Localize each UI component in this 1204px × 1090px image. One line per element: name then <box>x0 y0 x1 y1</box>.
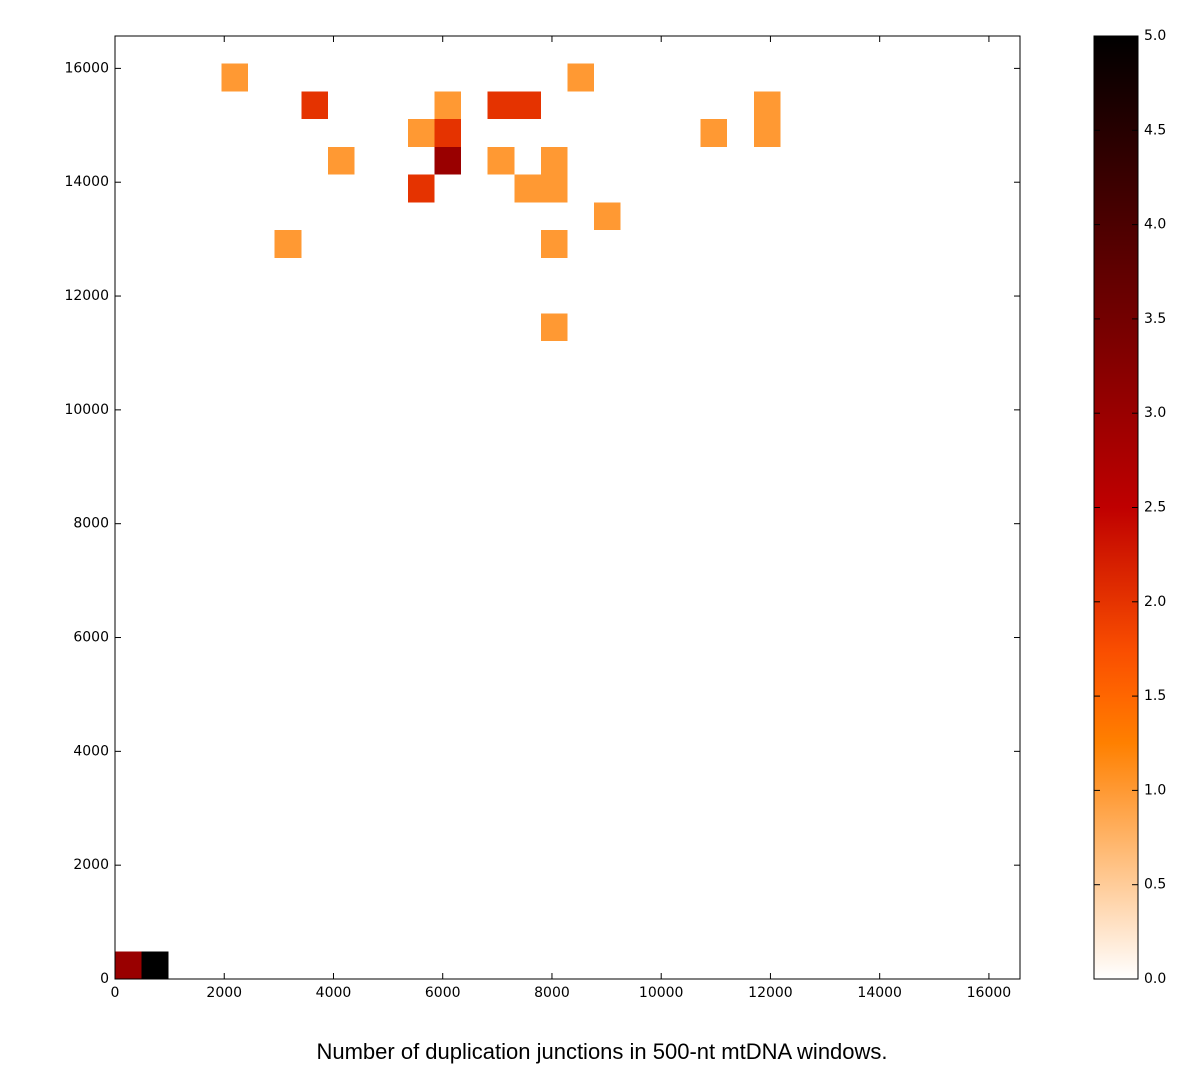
x-tick-label: 2000 <box>206 985 242 1001</box>
heat-cell <box>753 91 781 120</box>
heat-cell <box>594 202 621 231</box>
x-tick-label: 4000 <box>316 985 352 1001</box>
heat-cell <box>700 119 728 147</box>
colorbar-tick-label: 2.0 <box>1144 594 1166 610</box>
x-tick-label: 8000 <box>534 985 570 1001</box>
y-tick-label: 4000 <box>73 743 109 759</box>
heat-cell <box>753 119 781 147</box>
x-tick-label: 12000 <box>748 985 793 1001</box>
heat-cell <box>115 951 142 979</box>
colorbar-tick-label: 3.0 <box>1144 405 1166 421</box>
heat-cell <box>407 119 435 147</box>
heat-cell <box>407 174 435 203</box>
colorbar-tick-label: 1.5 <box>1144 688 1166 704</box>
colorbar-tick-label: 1.0 <box>1144 782 1166 798</box>
heat-cell <box>540 146 568 175</box>
x-tick-label: 10000 <box>639 985 684 1001</box>
plot-frame <box>114 35 1021 980</box>
heat-cell <box>540 174 568 203</box>
heat-cell <box>327 146 355 175</box>
heat-cell <box>514 174 541 203</box>
colorbar-tick-label: 4.0 <box>1144 217 1166 233</box>
heat-cell <box>434 146 462 175</box>
y-tick-label: 10000 <box>64 402 109 418</box>
y-tick-label: 0 <box>100 971 109 987</box>
y-tick-label: 2000 <box>73 857 109 873</box>
colorbar-tick-label: 0.5 <box>1144 877 1166 893</box>
x-tick-label: 0 <box>111 985 120 1001</box>
y-tick-label: 14000 <box>64 174 109 190</box>
x-tick-label: 6000 <box>425 985 461 1001</box>
x-tick-label: 16000 <box>967 985 1012 1001</box>
heat-cell <box>301 91 328 120</box>
heat-cell <box>540 313 568 342</box>
y-tick-label: 16000 <box>64 60 109 76</box>
heat-cell <box>221 63 249 92</box>
colorbar-tick-label: 2.5 <box>1144 500 1166 516</box>
colorbar <box>1093 35 1139 980</box>
colorbar-tick-label: 0.0 <box>1144 971 1166 987</box>
heat-cell <box>274 230 302 258</box>
heat-cell <box>514 91 541 120</box>
x-tick-label: 14000 <box>857 985 902 1001</box>
heat-cell <box>487 91 515 120</box>
y-tick-label: 12000 <box>64 288 109 304</box>
heat-cell <box>141 951 169 979</box>
heat-cell <box>567 63 595 92</box>
caption: Number of duplication junctions in 500-n… <box>316 1039 887 1064</box>
heat-cell <box>487 146 515 175</box>
y-tick-label: 8000 <box>73 516 109 532</box>
heat-cell <box>434 91 462 120</box>
heat-cell <box>540 230 568 258</box>
colorbar-tick-label: 4.5 <box>1144 122 1166 138</box>
colorbar-tick-label: 3.5 <box>1144 311 1166 327</box>
heat-cell <box>434 119 462 147</box>
y-tick-label: 6000 <box>73 630 109 646</box>
colorbar-tick-label: 5.0 <box>1144 28 1166 44</box>
